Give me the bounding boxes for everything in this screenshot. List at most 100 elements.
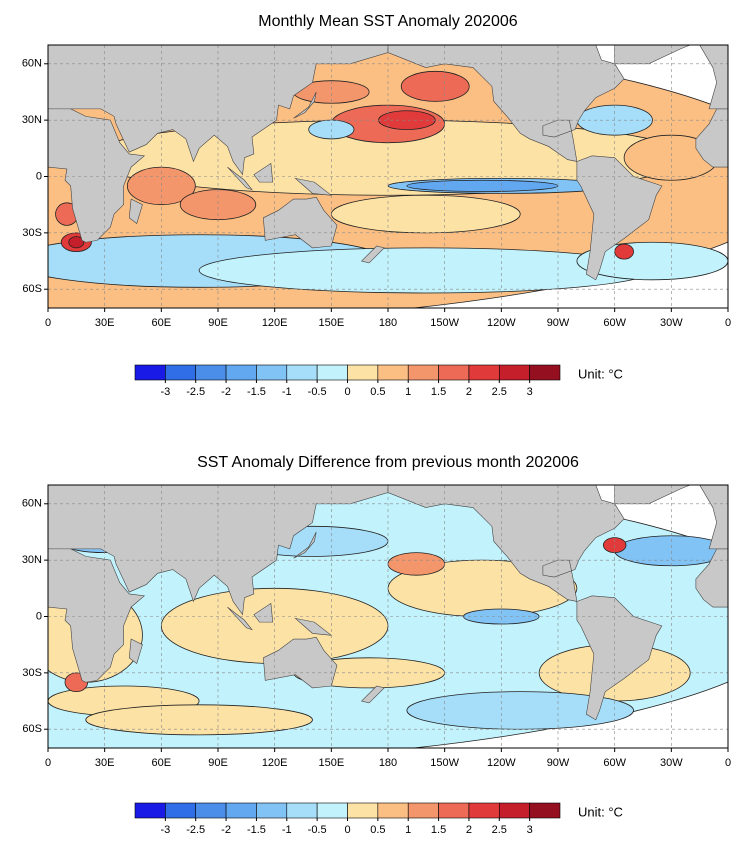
- colorbar-box: [165, 364, 197, 381]
- colorbar-box: [498, 364, 530, 381]
- colorbar-box: [134, 364, 166, 381]
- lat-label: 30S: [22, 227, 42, 239]
- colorbar-label: -2.5: [186, 386, 205, 398]
- colorbar-label: 2: [466, 824, 472, 836]
- lon-label: 60W: [603, 757, 626, 769]
- lat-label: 60S: [22, 283, 42, 295]
- colorbar-label: 0: [344, 386, 350, 398]
- lon-label: 30E: [95, 757, 115, 769]
- land: [695, 548, 728, 608]
- colorbar-box: [256, 802, 288, 819]
- colorbar-box: [195, 802, 227, 819]
- lon-label: 180: [379, 757, 397, 769]
- land: [48, 45, 389, 176]
- land: [48, 106, 146, 243]
- anomaly-region: [406, 179, 559, 192]
- lon-label: 60E: [152, 757, 172, 769]
- lon-label: 90E: [208, 317, 228, 329]
- colorbar-label: 1: [405, 824, 411, 836]
- map-panel: Monthly Mean SST Anomaly 20200660N30N030…: [22, 13, 731, 398]
- unit-label: Unit: °C: [578, 804, 623, 819]
- land: [128, 198, 143, 224]
- land: [263, 196, 338, 249]
- colorbar-label: 0.5: [370, 386, 385, 398]
- colorbar-label: 3: [527, 824, 533, 836]
- colorbar-label: -1: [282, 386, 292, 398]
- colorbar-label: 2.5: [492, 386, 507, 398]
- land: [263, 636, 338, 689]
- land: [227, 606, 253, 631]
- unit-label: Unit: °C: [578, 366, 623, 381]
- colorbar-box: [529, 364, 561, 381]
- land: [576, 595, 663, 721]
- lon-label: 90W: [547, 757, 570, 769]
- colorbar-box: [468, 802, 500, 819]
- lon-label: 30W: [660, 317, 683, 329]
- colorbar-box: [468, 364, 500, 381]
- colorbar-label: -3: [160, 824, 170, 836]
- land: [614, 485, 691, 505]
- anomaly-region: [400, 70, 470, 102]
- colorbar-label: 0.5: [370, 824, 385, 836]
- lat-label: 60N: [22, 498, 42, 510]
- colorbar-box: [377, 364, 409, 381]
- colorbar-box: [134, 802, 166, 819]
- colorbar-label: -0.5: [308, 824, 327, 836]
- colorbar-box: [407, 364, 439, 381]
- lon-label: 150W: [430, 757, 459, 769]
- lon-label: 0: [45, 317, 51, 329]
- colorbar-box: [286, 802, 318, 819]
- anomaly-region: [85, 704, 313, 736]
- lat-label: 0: [36, 610, 42, 622]
- lon-label: 120E: [262, 317, 288, 329]
- colorbar-label: -2: [221, 386, 231, 398]
- land: [293, 91, 317, 119]
- anomaly-region: [406, 691, 634, 730]
- colorbar-label: 3: [527, 386, 533, 398]
- land: [695, 108, 728, 168]
- land: [48, 485, 389, 616]
- colorbar-box: [195, 364, 227, 381]
- colorbar-box: [286, 364, 318, 381]
- map-frame: [47, 484, 729, 749]
- lon-label: 90W: [547, 317, 570, 329]
- colorbar-label: 0: [344, 824, 350, 836]
- lon-label: 0: [725, 757, 731, 769]
- lat-label: 30S: [22, 667, 42, 679]
- colorbar-label: 2.5: [492, 824, 507, 836]
- colorbar-label: -2: [221, 824, 231, 836]
- land: [699, 45, 728, 110]
- map-title: SST Anomaly Difference from previous mon…: [197, 454, 579, 471]
- lon-label: 0: [45, 757, 51, 769]
- colorbar-box: [225, 802, 257, 819]
- colorbar-label: 2: [466, 386, 472, 398]
- land: [253, 162, 274, 183]
- lon-label: 180: [379, 317, 397, 329]
- anomaly-region: [330, 194, 521, 234]
- colorbar-label: 1.5: [431, 386, 446, 398]
- map-field: [48, 485, 728, 748]
- land: [576, 155, 663, 281]
- lon-label: 0: [725, 317, 731, 329]
- land: [253, 602, 274, 623]
- anomaly-region: [387, 552, 446, 576]
- land: [360, 685, 385, 704]
- lat-label: 0: [36, 170, 42, 182]
- lon-label: 30E: [95, 317, 115, 329]
- colorbar-box: [377, 802, 409, 819]
- colorbar-label: 1.5: [431, 824, 446, 836]
- lon-label: 120W: [487, 317, 516, 329]
- map-panel: SST Anomaly Difference from previous mon…: [22, 454, 731, 836]
- land: [699, 485, 728, 550]
- map-title: Monthly Mean SST Anomaly 202006: [258, 13, 518, 30]
- colorbar-label: -2.5: [186, 824, 205, 836]
- colorbar-label: -1: [282, 824, 292, 836]
- anomaly-region: [68, 236, 85, 249]
- colorbar-box: [165, 802, 197, 819]
- map-frame: [47, 44, 729, 309]
- colorbar-box: [316, 364, 348, 381]
- colorbar-label: -0.5: [308, 386, 327, 398]
- lon-label: 150W: [430, 317, 459, 329]
- lon-label: 60W: [603, 317, 626, 329]
- colorbar-box: [438, 802, 470, 819]
